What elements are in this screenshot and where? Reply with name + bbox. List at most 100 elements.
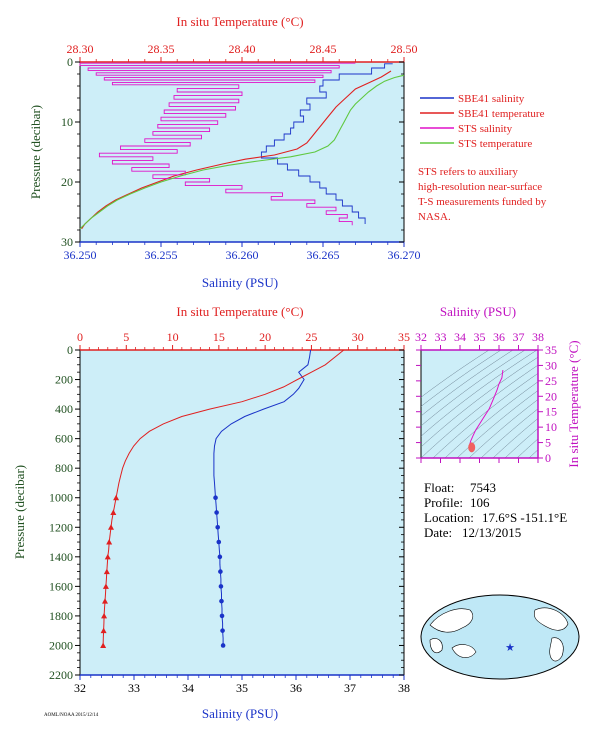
near-surface-pressure-tick-label: 20 bbox=[61, 175, 73, 189]
full-profile-pressure-tick-label: 1800 bbox=[49, 609, 73, 623]
near-surface-temp-tick-label: 28.40 bbox=[229, 42, 256, 56]
ts-temp-tick-label: 35 bbox=[545, 343, 557, 357]
map-landmass-asia bbox=[429, 608, 474, 633]
profile-value: 106 bbox=[470, 495, 490, 510]
full-profile-salinity-marker bbox=[214, 510, 219, 515]
full-profile-sal-tick-label: 32 bbox=[74, 681, 86, 695]
near-surface-pressure-tick-label: 30 bbox=[61, 235, 73, 249]
full-profile-temperature-marker bbox=[113, 494, 120, 501]
near-surface-sal-tick-label: 36.260 bbox=[226, 248, 259, 262]
near-surface-ticks: 28.30 28.35 28.40 28.45 28.50 36.250 36.255 36.… bbox=[61, 42, 421, 262]
full-profile-salinity-marker bbox=[218, 569, 223, 574]
full-profile-temp-axis-title: In situ Temperature (°C) bbox=[176, 304, 303, 319]
full-profile-salinity-marker bbox=[217, 554, 223, 560]
sts-note-line: NASA. bbox=[418, 211, 451, 223]
sts-note-line: high-resolution near-surface bbox=[418, 181, 542, 193]
near-surface-pressure-tick-label: 0 bbox=[67, 55, 73, 69]
legend-label-sts-salinity: STS salinity bbox=[458, 123, 513, 135]
near-surface-pressure-axis-title: Pressure (decibar) bbox=[28, 105, 43, 199]
full-profile-salinity-marker bbox=[219, 598, 224, 604]
full-profile-salinity-marker bbox=[213, 495, 218, 501]
full-profile-salinity-marker bbox=[220, 643, 226, 648]
profile-label: Profile: bbox=[424, 495, 463, 510]
full-profile-temp-tick-label: 0 bbox=[77, 330, 83, 344]
full-profile-pressure-tick-label: 1600 bbox=[49, 579, 73, 593]
full-profile-temp-tick-label: 25 bbox=[305, 330, 317, 344]
full-profile-sal-tick-label: 33 bbox=[128, 681, 140, 695]
ts-density-contour bbox=[480, 408, 538, 458]
ts-density-contour bbox=[492, 418, 538, 458]
float-label: Float: bbox=[424, 480, 454, 495]
full-profile-temperature-marker bbox=[100, 627, 107, 634]
location-value: 17.6°S -151.1°E bbox=[482, 510, 567, 525]
full-profile-pressure-tick-label: 400 bbox=[55, 402, 73, 416]
full-profile-pressure-axis-title: Pressure (decibar) bbox=[12, 465, 27, 559]
full-profile-temperature-marker bbox=[101, 598, 108, 604]
near-surface-temp-tick-label: 28.50 bbox=[391, 42, 418, 56]
ts-density-contour bbox=[528, 449, 538, 458]
full-profile-temperature-marker bbox=[110, 509, 117, 515]
ts-density-contour bbox=[516, 438, 538, 458]
full-profile-temperature-marker bbox=[102, 583, 109, 589]
ts-density-contour bbox=[421, 350, 538, 437]
full-profile-pressure-tick-label: 200 bbox=[55, 373, 73, 387]
ts-deep-cluster bbox=[468, 442, 476, 453]
date-label: Date: bbox=[424, 525, 452, 540]
full-profile-pressure-tick-label: 2200 bbox=[49, 668, 73, 682]
near-surface-pressure-tick-label: 10 bbox=[61, 115, 73, 129]
near-surface-series-sts-salinity bbox=[79, 62, 356, 226]
full-profile-salinity-marker bbox=[219, 613, 225, 619]
ts-salinity-tick-label: 35 bbox=[474, 330, 486, 344]
full-profile-series bbox=[100, 349, 345, 648]
full-profile-temperature-marker bbox=[100, 642, 107, 648]
ts-density-contours bbox=[421, 350, 538, 458]
near-surface-sal-axis-title: Salinity (PSU) bbox=[202, 275, 278, 290]
full-profile-sal-tick-label: 36 bbox=[290, 681, 302, 695]
ts-salinity-axis-title: Salinity (PSU) bbox=[440, 304, 516, 319]
map-landmass-south-america bbox=[549, 637, 564, 662]
full-profile-ticks: 0 5 10 15 20 25 30 35 32 33 34 35 36 37 38 0 200 400 600 80… bbox=[49, 330, 410, 695]
full-profile-plot-area bbox=[79, 349, 405, 676]
full-profile-panel: In situ Temperature (°C) Salinity (PSU) … bbox=[12, 304, 410, 721]
ts-temp-tick-label: 20 bbox=[545, 389, 557, 403]
ts-salinity-tick-label: 34 bbox=[454, 330, 466, 344]
near-surface-temp-tick-label: 28.30 bbox=[67, 42, 94, 56]
full-profile-salinity-marker bbox=[218, 584, 224, 589]
full-profile-sal-tick-label: 35 bbox=[236, 681, 248, 695]
full-profile-pressure-tick-label: 800 bbox=[55, 461, 73, 475]
footer-credit: AOML/NOAA 2015/12/14 bbox=[44, 713, 99, 718]
full-profile-pressure-tick-label: 600 bbox=[55, 432, 73, 446]
full-profile-sal-tick-label: 34 bbox=[182, 681, 194, 695]
ts-salinity-tick-label: 32 bbox=[415, 330, 427, 344]
full-profile-pressure-tick-label: 1000 bbox=[49, 491, 73, 505]
float-value: 7543 bbox=[470, 480, 496, 495]
ts-temp-tick-label: 5 bbox=[545, 436, 551, 450]
near-surface-series-sbe41-temperature bbox=[81, 70, 392, 230]
full-profile-temp-tick-label: 20 bbox=[259, 330, 271, 344]
ts-salinity-tick-label: 37 bbox=[513, 330, 525, 344]
full-profile-temp-tick-label: 30 bbox=[352, 330, 364, 344]
ts-series bbox=[468, 370, 504, 453]
ts-density-contour bbox=[468, 399, 538, 458]
ts-temp-tick-label: 25 bbox=[545, 374, 557, 388]
legend-label-sbe41-salinity: SBE41 salinity bbox=[458, 93, 525, 105]
full-profile-temp-tick-label: 35 bbox=[398, 330, 410, 344]
full-profile-salinity-marker bbox=[220, 628, 225, 633]
map-ocean bbox=[420, 594, 580, 680]
full-profile-pressure-tick-label: 0 bbox=[67, 343, 73, 357]
ts-salinity-tick-label: 33 bbox=[435, 330, 447, 344]
ts-salinity-tick-label: 36 bbox=[493, 330, 505, 344]
near-surface-panel: In situ Temperature (°C) Salinity (PSU) … bbox=[28, 14, 547, 290]
near-surface-sal-tick-label: 36.255 bbox=[145, 248, 178, 262]
float-info: Float: 7543 Profile: 106 Location: 17.6°… bbox=[424, 480, 567, 540]
full-profile-temp-tick-label: 10 bbox=[167, 330, 179, 344]
near-surface-temp-tick-label: 28.35 bbox=[148, 42, 175, 56]
ts-density-contour bbox=[444, 381, 538, 458]
near-surface-series-sts-temperature bbox=[79, 74, 405, 230]
near-surface-legend: SBE41 salinity SBE41 temperature STS sal… bbox=[420, 93, 545, 150]
ts-density-contour bbox=[504, 428, 538, 458]
map-landmass-north-america bbox=[533, 607, 569, 631]
full-profile-temperature-marker bbox=[103, 568, 110, 575]
near-surface-sal-tick-label: 36.250 bbox=[64, 248, 97, 262]
